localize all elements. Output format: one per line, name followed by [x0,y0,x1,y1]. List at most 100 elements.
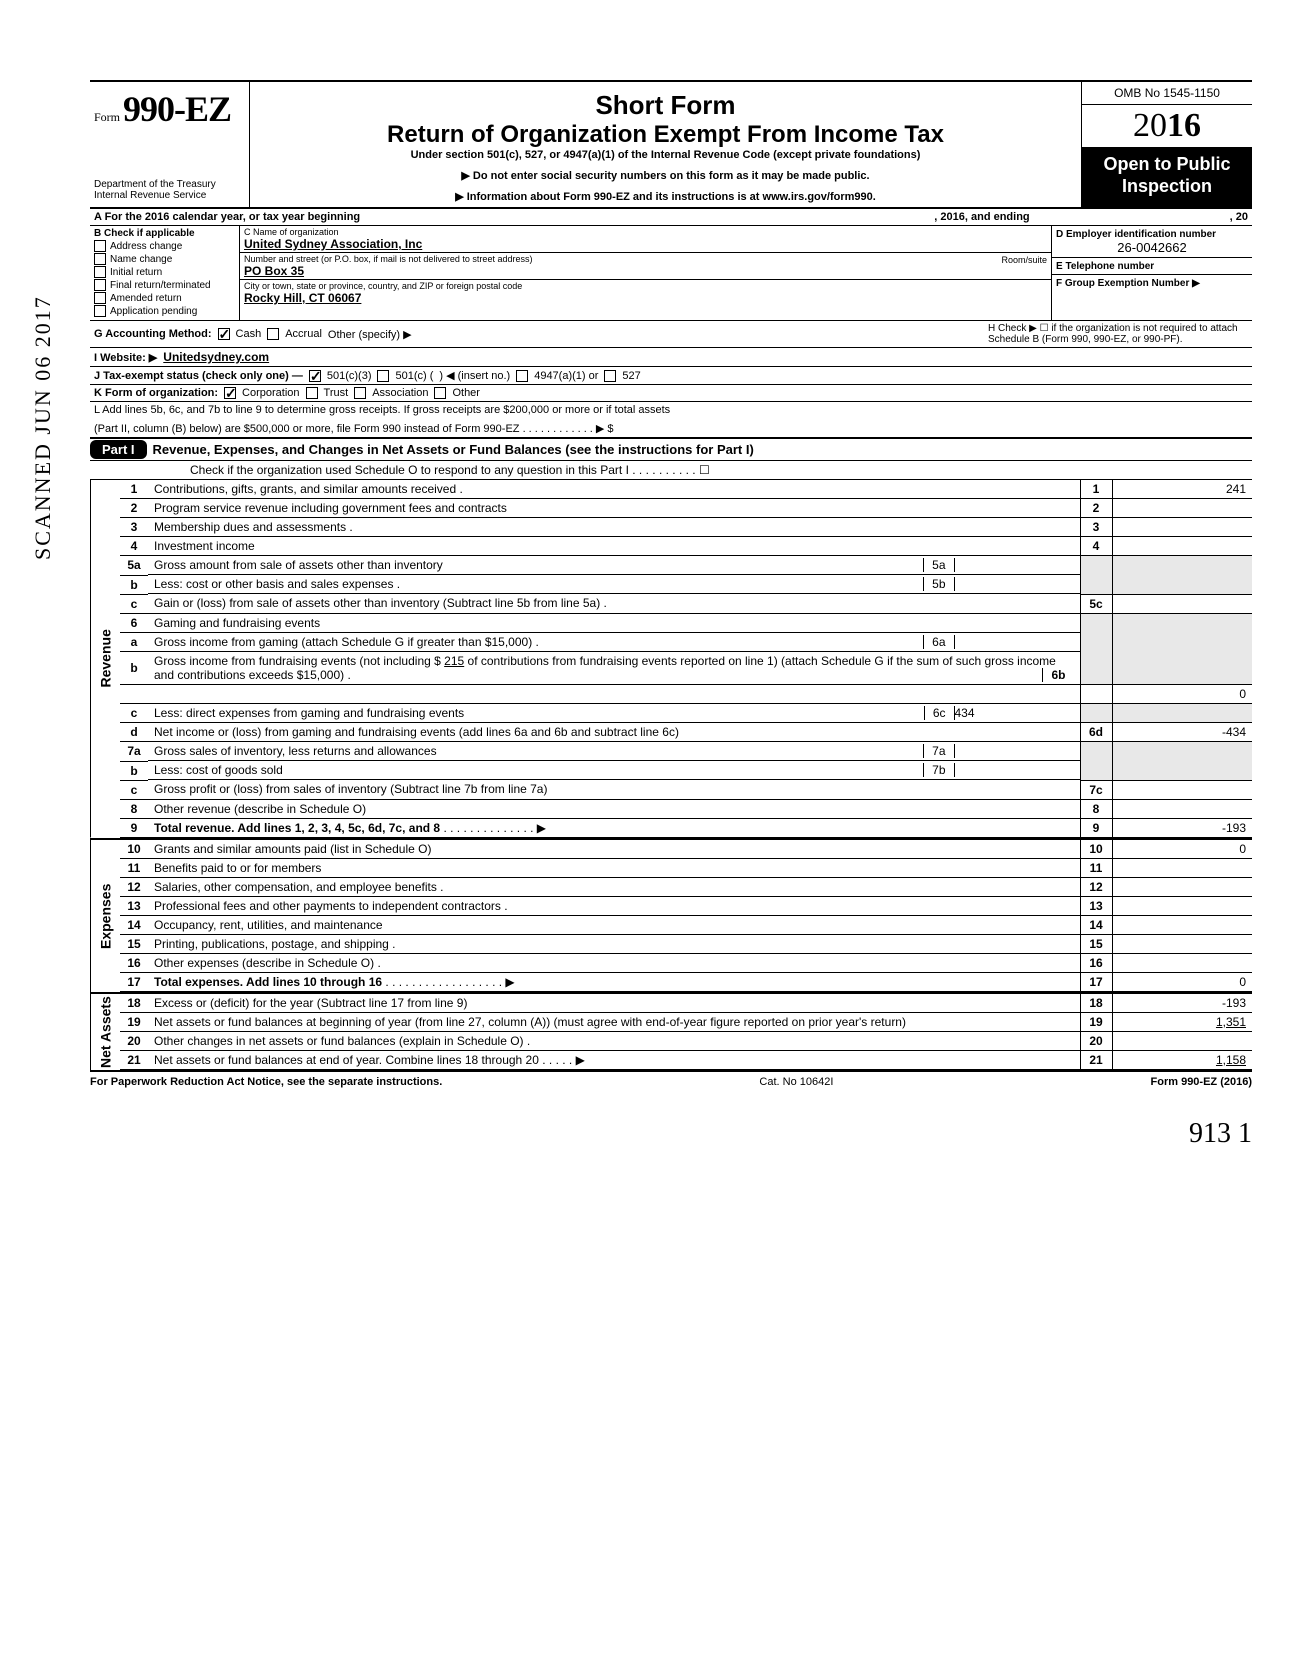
chk-trust[interactable] [306,387,318,399]
g-other: Other (specify) ▶ [328,328,412,341]
col-b: B Check if applicable Address change Nam… [90,226,240,320]
b-item-2: Initial return [110,267,162,278]
line-8-val [1112,799,1252,818]
g-accrual: Accrual [285,328,322,340]
line-1-desc: Contributions, gifts, grants, and simila… [148,480,1080,499]
chk-name[interactable] [94,253,106,265]
rowA-left: A For the 2016 calendar year, or tax yea… [94,211,360,223]
form-number: 990-EZ [123,89,231,129]
line-8-desc: Other revenue (describe in Schedule O) [148,799,1080,818]
row-j: J Tax-exempt status (check only one) — 5… [90,367,1252,385]
line-16-val [1112,953,1252,972]
line-6d-val: -434 [1112,723,1252,742]
line-18-desc: Excess or (deficit) for the year (Subtra… [148,994,1080,1013]
k-c: Association [372,387,428,399]
info-line: ▶ Information about Form 990-EZ and its … [258,190,1073,203]
chk-other-org[interactable] [434,387,446,399]
chk-amended[interactable] [94,292,106,304]
line-10-val: 0 [1112,840,1252,859]
line-4-val [1112,537,1252,556]
side-netassets: Net Assets [90,994,120,1070]
line-13-desc: Professional fees and other payments to … [148,896,1080,915]
b-item-1: Name change [110,254,172,265]
scanned-stamp: SCANNED JUN 06 2017 [30,295,56,560]
line-6b-desc: Gross income from fundraising events (no… [154,654,441,668]
part-i-header: Part I Revenue, Expenses, and Changes in… [90,439,1252,461]
c-addr-lbl: Number and street (or P.O. box, if mail … [244,254,1047,264]
b-item-5: Application pending [110,306,197,317]
line-5c-desc: Gain or (loss) from sale of assets other… [148,594,1080,613]
subtitle: Under section 501(c), 527, or 4947(a)(1)… [258,149,1073,161]
line-2-val [1112,499,1252,518]
chk-initial[interactable] [94,266,106,278]
footer-mid: Cat. No 10642I [759,1076,833,1088]
section-identity: B Check if applicable Address change Nam… [90,226,1252,321]
chk-final[interactable] [94,279,106,291]
org-name: United Sydney Association, Inc [244,237,1047,251]
j-c: ) ◀ (insert no.) [439,369,510,382]
k-lbl: K Form of organization: [94,387,218,399]
year-prefix: 20 [1133,107,1167,144]
col-c: C Name of organization United Sydney Ass… [240,226,1052,320]
room-lbl: Room/suite [1001,255,1047,265]
line-17-val: 0 [1112,972,1252,991]
chk-accrual[interactable] [267,328,279,340]
chk-assoc[interactable] [354,387,366,399]
j-e: 527 [622,370,640,382]
j-a: 501(c)(3) [327,370,372,382]
title-short-form: Short Form [258,90,1073,121]
l-line1: L Add lines 5b, 6c, and 7b to line 9 to … [94,404,1248,416]
form-header: Form 990-EZ Department of the Treasury I… [90,80,1252,209]
line-19-val: 1,351 [1112,1012,1252,1031]
b-item-4: Amended return [110,293,182,304]
line-11-desc: Benefits paid to or for members [148,858,1080,877]
line-6c-desc: Less: direct expenses from gaming and fu… [154,706,924,720]
h-text: H Check ▶ ☐ if the organization is not r… [988,323,1248,345]
line-7b-desc: Less: cost of goods sold [154,763,923,777]
chk-cash[interactable] [218,328,230,340]
part-i-check: Check if the organization used Schedule … [90,461,1252,480]
org-city: Rocky Hill, CT 06067 [244,291,1047,305]
line-2-desc: Program service revenue including govern… [148,499,1080,518]
line-3-val [1112,518,1252,537]
chk-corp[interactable] [224,387,236,399]
e-lbl: E Telephone number [1056,261,1154,272]
l-line2: (Part II, column (B) below) are $500,000… [94,422,1248,435]
j-d: 4947(a)(1) or [534,370,598,382]
form-year: 2016 [1082,105,1252,148]
part-i-title: Revenue, Expenses, and Changes in Net As… [147,439,760,460]
chk-4947[interactable] [516,370,528,382]
form-prefix: Form [94,110,120,124]
line-17-desc: Total expenses. Add lines 10 through 16 [154,975,382,989]
chk-address[interactable] [94,240,106,252]
rowA-mid: , 2016, and ending [934,211,1029,223]
line-1-val: 241 [1112,480,1252,499]
chk-501c[interactable] [377,370,389,382]
b-item-0: Address change [110,241,182,252]
page-footer: For Paperwork Reduction Act Notice, see … [90,1072,1252,1088]
side-revenue: Revenue [90,480,120,838]
c-city-lbl: City or town, state or province, country… [244,281,1047,291]
year-bold: 16 [1167,107,1201,144]
revenue-section: Revenue 1Contributions, gifts, grants, a… [90,480,1252,840]
footer-left: For Paperwork Reduction Act Notice, see … [90,1076,442,1088]
line-6c-val: 434 [954,706,1074,720]
title-return: Return of Organization Exempt From Incom… [258,121,1073,149]
row-i: I Website: ▶ Unitedsydney.com [90,348,1252,367]
chk-pending[interactable] [94,305,106,317]
d-lbl: D Employer identification number [1056,229,1216,240]
c-name-lbl: C Name of organization [244,227,1047,237]
footer-right: Form 990-EZ (2016) [1151,1076,1252,1088]
chk-527[interactable] [604,370,616,382]
omb-number: OMB No 1545-1150 [1082,82,1252,105]
line-11-val [1112,858,1252,877]
row-l: L Add lines 5b, 6c, and 7b to line 9 to … [90,402,1252,439]
dept-label: Department of the Treasury Internal Reve… [94,179,245,201]
col-def: D Employer identification number 26-0042… [1052,226,1252,320]
line-6b-amt: 215 [444,654,464,668]
line-5a-desc: Gross amount from sale of assets other t… [154,558,923,572]
warn-line: ▶ Do not enter social security numbers o… [258,169,1073,182]
line-12-val [1112,877,1252,896]
line-12-desc: Salaries, other compensation, and employ… [148,877,1080,896]
chk-501c3[interactable] [309,370,321,382]
